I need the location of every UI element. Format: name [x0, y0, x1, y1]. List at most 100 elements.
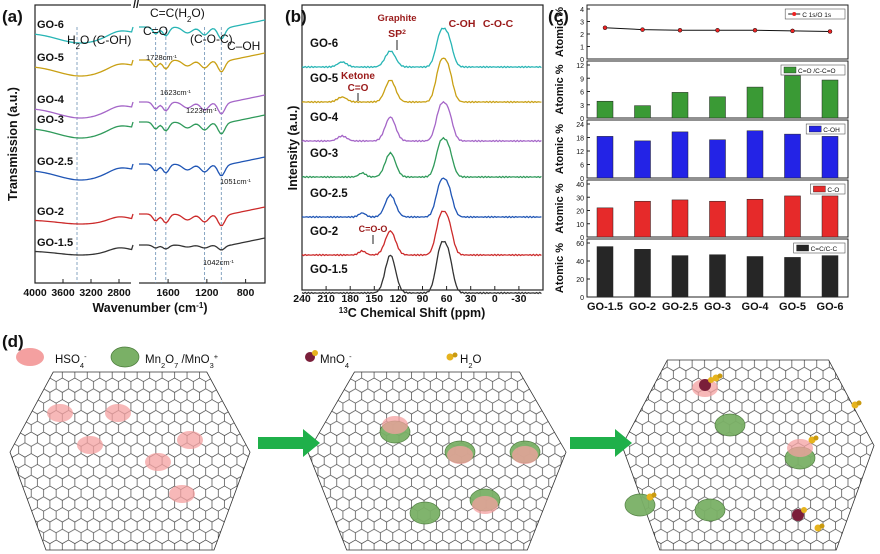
panel-a-annot-cc: C=C(H2O): [150, 6, 205, 24]
reaction-arrow-2: [570, 429, 632, 457]
panel-b-annot-sp2-part: 2: [402, 29, 406, 36]
legend-mno4-label-part: MnO: [320, 354, 345, 366]
panel-a-break-gap-bottom: [131, 280, 139, 286]
panel-b-curve-GO-1.5: [301, 240, 542, 295]
panel-a-series-label: GO-3: [37, 114, 64, 126]
panel-a-annot-1728: 1728cm-1: [146, 53, 177, 62]
panel-c-xtick-label: GO-2: [629, 301, 656, 313]
stage3-h2o-h: [717, 373, 723, 379]
panel-c-bar: [596, 136, 614, 179]
panel-b-xtick-label: 120: [390, 293, 408, 305]
panel-b-curve-GO-4: [301, 100, 542, 143]
panel-c-bar: [596, 207, 614, 238]
panel-b-series-label: GO-2: [310, 226, 338, 238]
panel-b-xtick-label: 240: [293, 293, 311, 305]
panel-b-annot-coh: C-OH: [449, 18, 476, 30]
panel-a-annot-cc-part: O): [191, 6, 204, 20]
legend-mno4-swatch-b: [312, 350, 318, 356]
panel-c-ytick-label: 2: [580, 32, 584, 39]
legend-hso4-swatch: [16, 348, 44, 366]
stage1-hso4: [105, 404, 131, 422]
legend-mn2o7-swatch: [110, 346, 140, 368]
panel-c-legend-box: [810, 183, 846, 195]
panel-a-curve-GO-3: [34, 114, 266, 139]
panel-c-legend-label: C=O /C-C=O: [798, 68, 836, 75]
panel-a-annot-coc: (C-O-C): [190, 32, 233, 46]
panel-c-bar: [784, 133, 801, 179]
panel-a-xlabel: Wavenumber (cm-1): [92, 301, 207, 316]
panel-c-bar: [596, 246, 614, 298]
panel-a-annot-1042-part: 1042cm: [203, 258, 230, 267]
panel-a-annot-coh: C–OH: [227, 39, 260, 53]
panel-c-bar: [784, 257, 801, 298]
panel-b-series-label: GO-1.5: [310, 264, 348, 276]
panel-b-annot-graphite: Graphite: [377, 13, 416, 24]
panel-c-legend-swatch: [813, 185, 826, 193]
panel-c-bar: [671, 255, 689, 298]
legend-h2o-swatch: [446, 353, 454, 361]
panel-label-d: (d): [2, 332, 24, 351]
panel-b-series-label: GO-6: [310, 38, 338, 50]
panel-b-series-label: GO-4: [310, 112, 339, 124]
panel-c-xtick-label: GO-2.5: [662, 301, 698, 313]
panel-b-curve-GO-2.5: [301, 177, 542, 219]
panel-a-annot-1728-part: 1728cm: [146, 53, 173, 62]
panel-label-c: (c): [548, 7, 569, 26]
panel-a-annot-h2o: H2O (C-OH): [67, 33, 131, 51]
panel-a-series-label: GO-1.5: [37, 237, 73, 249]
panel-b-xtick-label: 0: [492, 293, 498, 305]
stage3-h2o-h: [819, 523, 825, 529]
stage1-hso4: [177, 431, 203, 449]
panel-c-bar: [671, 131, 689, 179]
panel-a-annot-1623: 1623cm-1: [160, 88, 191, 97]
panel-c-legend-box: [805, 123, 846, 135]
panel-a-curve-GO-5: [34, 52, 266, 77]
panel-b-xlabel-part: C Chemical Shift (ppm): [348, 306, 486, 320]
panel-a-annot-1623-part: -1: [187, 89, 192, 95]
panel-c-bar: [709, 200, 726, 238]
legend-hso4-label-part: 4: [80, 361, 84, 370]
panel-b-xtick-label: 210: [317, 293, 335, 305]
stage3-h2o-h: [651, 492, 657, 498]
panel-b-series-label: GO-5: [310, 73, 339, 85]
panel-c-ytick-label: 0: [580, 57, 584, 64]
panel-c-ylabel: Atomic %: [554, 243, 566, 293]
legend-mno4-label: MnO4-: [320, 352, 352, 370]
panel-c-bar: [709, 254, 726, 298]
panel-a-annot-1051: 1051cm-1: [220, 177, 251, 186]
panel-c-line-point: [827, 29, 833, 34]
panel-c-bar: [671, 199, 689, 238]
panel-a-annot-1728-part: -1: [173, 54, 178, 60]
panel-c-xtick-label: GO-6: [817, 301, 844, 313]
panel-c-ytick-label: 0: [580, 295, 584, 302]
panel-c-ylabel: Atomic %: [554, 183, 566, 233]
panel-b-annot-cooo: C=O-O: [359, 224, 388, 234]
legend-h2o-label-part: H: [460, 354, 468, 366]
panel-a-annot-co: C=O: [143, 24, 168, 38]
graphene-sheet-1: [9, 371, 251, 551]
legend-h2o-swatch-b: [452, 352, 458, 358]
legend-mno4-label-part: -: [349, 352, 352, 361]
panel-c-legend-box: [784, 8, 846, 20]
panel-c-ytick-label: 18: [576, 136, 584, 143]
graphene-sheet-3: [621, 359, 875, 551]
panel-b-annot-coc: C-O-C: [483, 18, 514, 30]
panel-c-bar: [746, 130, 764, 179]
legend-mn2o7-label-part: 3: [210, 361, 214, 370]
panel-b-frame: [301, 4, 544, 291]
panel-a-annot-1223-part: 1223cm: [186, 106, 213, 115]
panel-c-ytick-label: 20: [576, 209, 584, 216]
panel-label-b: (b): [285, 7, 307, 26]
panel-c-bar: [821, 255, 839, 298]
panel-c-ytick-label: 12: [576, 63, 584, 70]
legend-mn2o7-label-part: 7: [174, 361, 178, 370]
panel-b-xtick-label: 180: [341, 293, 359, 305]
panel-a-annot-cc-part: C=C(H: [150, 6, 187, 20]
panel-b-series-label: GO-3: [310, 148, 338, 160]
stage1-hso4: [77, 436, 103, 454]
stage3-h2o-h: [813, 435, 819, 441]
panel-c-frame-1: [586, 4, 849, 60]
panel-c-ytick-label: 0: [580, 176, 584, 183]
panel-b-curve-GO-2: [301, 210, 542, 257]
